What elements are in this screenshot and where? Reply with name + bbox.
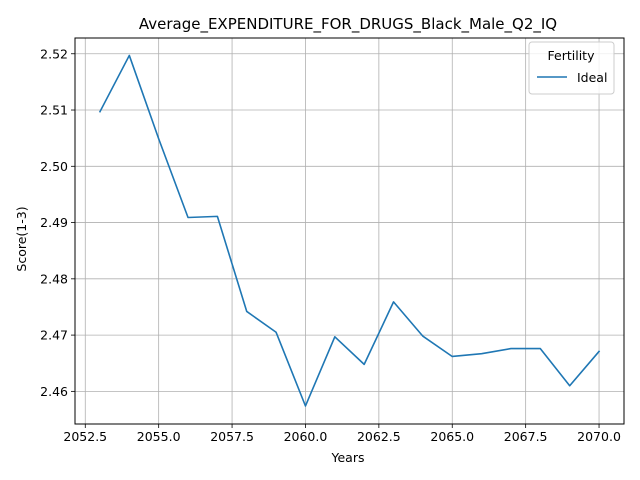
y-tick-label: 2.46 xyxy=(40,384,68,399)
plot-area xyxy=(74,37,625,425)
y-tick-label: 2.48 xyxy=(40,271,68,286)
series-line-ideal xyxy=(98,54,601,407)
series-layer xyxy=(98,54,601,407)
y-axis-label: Score(1-3) xyxy=(14,206,29,271)
x-tick-label: 2065.0 xyxy=(430,429,474,444)
x-tick-label: 2070.0 xyxy=(577,429,621,444)
y-tick-label: 2.52 xyxy=(40,46,68,61)
y-axis: 2.46 2.47 2.48 2.49 2.50 2.51 2.52 xyxy=(40,46,75,399)
x-axis-label: Years xyxy=(331,450,365,465)
x-tick-label: 2067.5 xyxy=(504,429,548,444)
legend: Fertility Ideal xyxy=(528,41,615,95)
y-tick-label: 2.49 xyxy=(40,215,68,230)
x-axis: 2052.5 2055.0 2057.5 2060.0 2062.5 2065.0 2067… xyxy=(63,424,621,444)
x-tick-label: 2057.5 xyxy=(210,429,254,444)
y-tick-label: 2.51 xyxy=(40,103,68,118)
x-tick-label: 2055.0 xyxy=(137,429,181,444)
legend-box xyxy=(528,41,615,95)
legend-label-ideal: Ideal xyxy=(577,70,607,85)
grid xyxy=(75,38,624,424)
chart-title: Average_EXPENDITURE_FOR_DRUGS_Black_Male… xyxy=(139,15,557,34)
y-tick-label: 2.50 xyxy=(40,159,68,174)
y-tick-label: 2.47 xyxy=(40,328,68,343)
legend-title: Fertility xyxy=(548,48,596,63)
x-tick-label: 2060.0 xyxy=(284,429,328,444)
x-tick-label: 2052.5 xyxy=(63,429,107,444)
x-tick-label: 2062.5 xyxy=(357,429,401,444)
